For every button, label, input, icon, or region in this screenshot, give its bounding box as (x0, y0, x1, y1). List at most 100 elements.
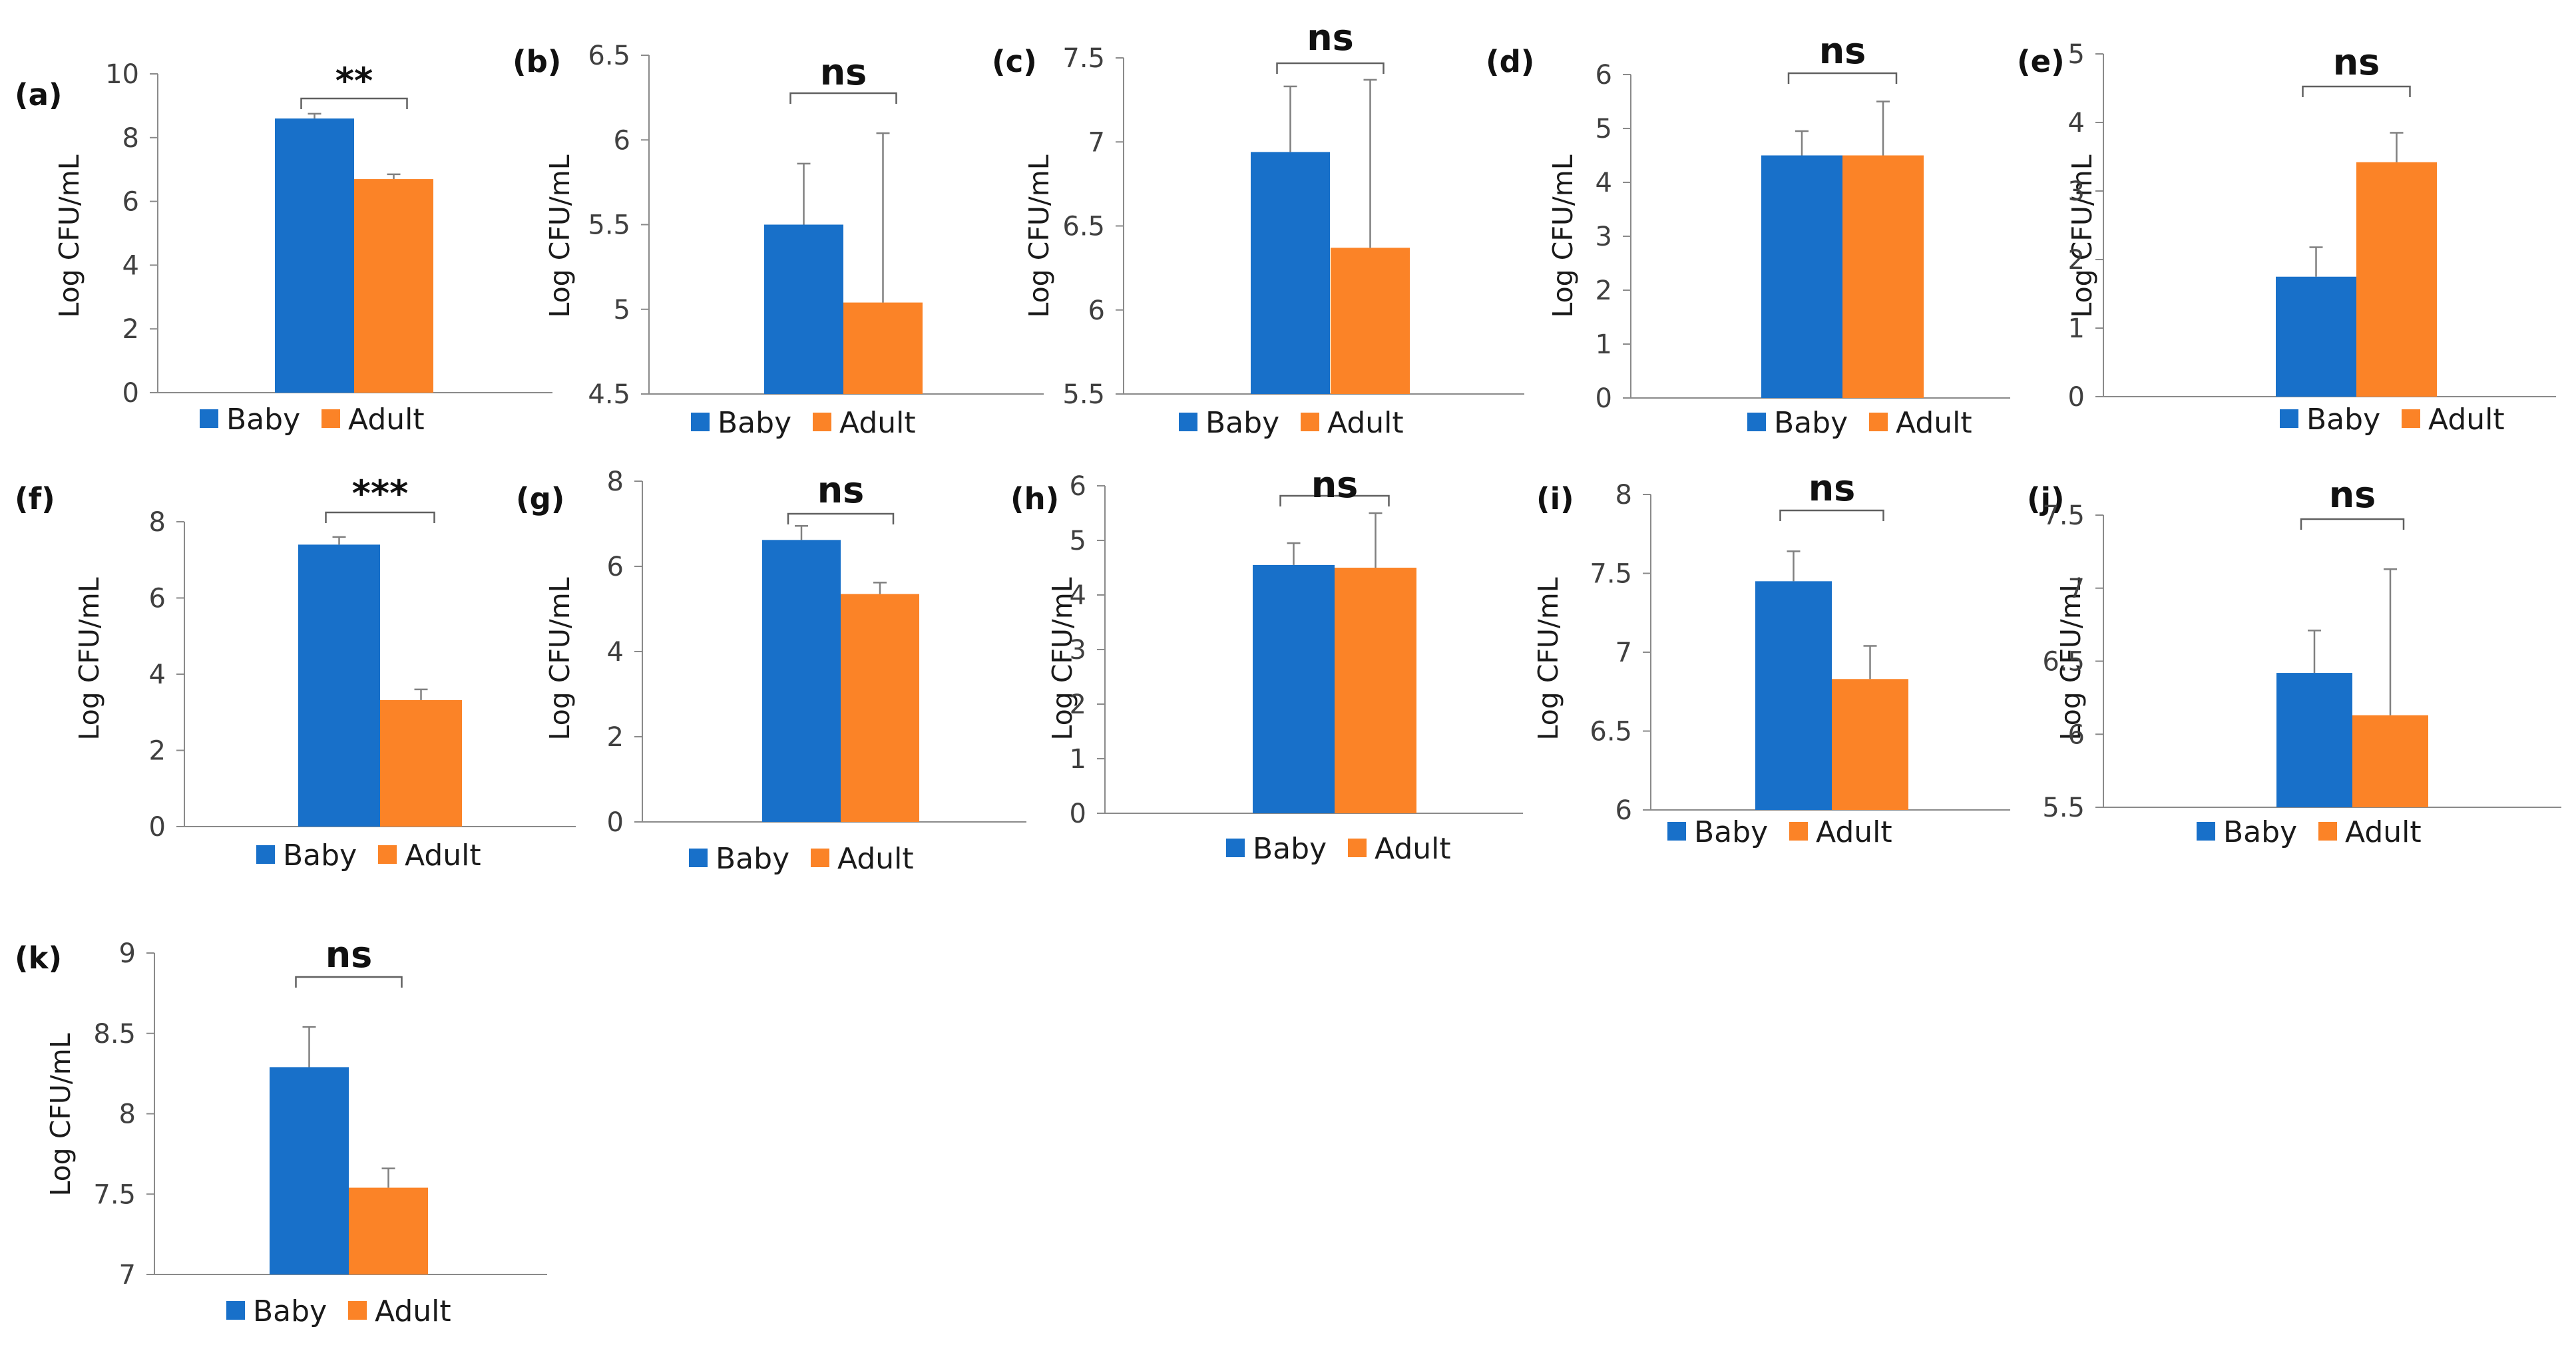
y-tick-label: 6 (1615, 795, 1632, 826)
significance-label: ns (2329, 474, 2376, 516)
legend-label-adult: Adult (375, 1294, 451, 1328)
y-tick-label: 6 (1596, 60, 1612, 91)
legend-swatch-adult (811, 849, 829, 867)
legend-label-baby: Baby (253, 1294, 327, 1328)
legend-label-baby: Baby (226, 403, 300, 437)
legend-label-adult: Adult (839, 406, 916, 440)
panel-e: (e) Log CFU/mL 0 1 2 3 4 5 ns Baby Adult (2017, 39, 2556, 437)
legend: Baby Adult (256, 839, 481, 872)
y-tick-label: 4 (122, 250, 139, 281)
significance-bracket (300, 97, 408, 109)
panel-label: (c) (992, 44, 1037, 79)
panel-label: (j) (2027, 481, 2065, 516)
bar-adult (843, 302, 923, 394)
y-tick-label: 2 (149, 736, 166, 767)
y-tick-label: 5 (2068, 39, 2085, 70)
panel-g: (g) Log CFU/mL 0 2 4 6 8 ns Baby Adult (516, 467, 1026, 876)
y-tick-label: 6.5 (2042, 647, 2085, 677)
y-tick-label: 6 (614, 125, 630, 156)
panel-label: (e) (2017, 44, 2065, 79)
y-tick-label: 1 (2068, 313, 2085, 344)
legend-swatch-adult (378, 845, 397, 864)
legend-swatch-baby (1667, 822, 1686, 841)
bar-baby (2276, 276, 2356, 397)
y-tick-label: 2 (122, 314, 139, 345)
y-tick-label: 0 (122, 378, 139, 409)
significance-label: ns (1311, 464, 1359, 506)
bar-adult (354, 179, 433, 393)
panel-a: (a) Log CFU/mL 0 2 4 6 8 10 ** Baby Adult (15, 59, 552, 437)
y-tick-label: 2 (2068, 245, 2085, 276)
y-tick-label: 6 (122, 187, 139, 218)
y-axis-title: Log CFU/mL (544, 577, 576, 740)
bar-baby (298, 544, 380, 827)
legend-label-baby: Baby (1774, 406, 1848, 440)
significance-bracket (1787, 72, 1898, 84)
bar-adult (380, 699, 462, 827)
bar-baby (275, 118, 354, 393)
legend-swatch-baby (2280, 409, 2298, 428)
significance-label: ns (820, 51, 867, 93)
legend-label-adult: Adult (1375, 832, 1451, 866)
bar-baby (1253, 564, 1335, 813)
bar-adult (1832, 679, 1908, 810)
legend-swatch-adult (322, 409, 340, 428)
y-tick-label: 6 (1070, 471, 1086, 502)
y-tick-label: 7 (1088, 127, 1105, 158)
y-tick-label: 8 (122, 123, 139, 154)
bar-baby (2276, 673, 2352, 807)
significance-label: ** (335, 60, 373, 102)
legend-swatch-baby (2197, 822, 2215, 841)
y-tick-label: 6.5 (588, 41, 630, 71)
y-tick-label: 3 (1596, 222, 1612, 252)
legend-label-baby: Baby (718, 406, 791, 440)
y-tick-label: 4 (149, 660, 166, 690)
panel-j: (j) Log CFU/mL 5.5 6 6.5 7 7.5 ns Baby Adult (2027, 474, 2561, 849)
bar-baby (762, 540, 841, 822)
y-tick-label: 4 (2068, 108, 2085, 138)
legend: Baby Adult (2197, 815, 2422, 849)
panel-label: (b) (513, 44, 561, 79)
legend-label-baby: Baby (2306, 403, 2380, 437)
legend-swatch-adult (1301, 413, 1319, 431)
legend-label-baby: Baby (1694, 815, 1768, 849)
y-tick-label: 1 (1596, 329, 1612, 360)
y-tick-label: 5 (1070, 526, 1086, 556)
panel-label: (k) (15, 940, 62, 976)
legend: Baby Adult (1747, 406, 1972, 440)
y-tick-label: 7 (119, 1260, 136, 1290)
significance-bracket (2300, 518, 2405, 530)
legend-swatch-baby (226, 1301, 245, 1320)
y-tick-label: 3 (2068, 176, 2085, 207)
legend-swatch-baby (1179, 413, 1197, 431)
y-tick-label: 5 (1596, 114, 1612, 144)
y-tick-label: 6.5 (1062, 212, 1105, 242)
legend: Baby Adult (691, 406, 916, 440)
panel-i: (i) Log CFU/mL 6 6.5 7 7.5 8 ns Baby Adult (1532, 467, 2010, 849)
significance-label: ns (2333, 41, 2380, 83)
y-tick-label: 8 (1615, 480, 1632, 510)
bar-adult (841, 594, 919, 822)
bar-adult (1331, 248, 1410, 394)
y-axis-title: Log CFU/mL (1023, 154, 1055, 317)
legend-swatch-adult (2402, 409, 2420, 428)
y-tick-label: 8 (149, 507, 166, 538)
bar-baby (1761, 155, 1842, 398)
legend-label-adult: Adult (405, 839, 481, 872)
bar-adult (1335, 568, 1416, 813)
legend-swatch-adult (1869, 413, 1888, 431)
y-tick-label: 10 (105, 59, 139, 90)
panel-label: (i) (1536, 481, 1574, 516)
y-tick-label: 7.5 (2042, 500, 2085, 531)
legend: Baby Adult (1179, 406, 1404, 440)
legend-label-adult: Adult (1896, 406, 1972, 440)
y-tick-label: 0 (149, 812, 166, 843)
panel-k: (k) Log CFU/mL 7 7.5 8 8.5 9 ns Baby Adult (15, 934, 547, 1328)
y-tick-label: 5.5 (1062, 379, 1105, 410)
legend: Baby Adult (1226, 832, 1451, 866)
significance-bracket (789, 92, 897, 104)
significance-label: ns (1819, 30, 1866, 72)
legend-label-adult: Adult (1327, 406, 1404, 440)
y-axis-title: Log CFU/mL (2066, 154, 2098, 317)
